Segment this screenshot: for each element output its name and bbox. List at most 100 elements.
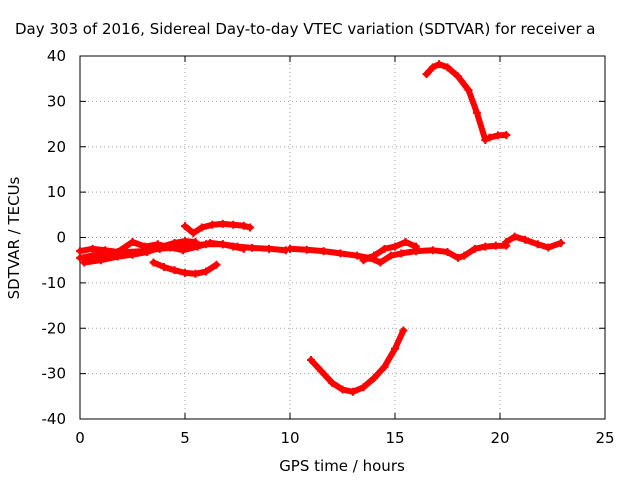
series-trace-d bbox=[149, 258, 221, 278]
data-point bbox=[302, 245, 311, 254]
data-point bbox=[206, 238, 215, 247]
data-point bbox=[191, 238, 200, 247]
data-point bbox=[218, 219, 227, 228]
data-point bbox=[391, 344, 399, 353]
data-point bbox=[502, 238, 511, 247]
data-point bbox=[76, 253, 84, 262]
data-point bbox=[359, 383, 368, 392]
data-point bbox=[189, 228, 198, 237]
y-tick-label: -30 bbox=[42, 365, 67, 383]
data-point bbox=[248, 243, 257, 252]
data-point bbox=[141, 242, 150, 251]
data-point bbox=[401, 238, 410, 247]
axis-ticks bbox=[79, 55, 606, 420]
data-series bbox=[76, 60, 565, 396]
data-point bbox=[359, 256, 368, 265]
data-point bbox=[391, 242, 399, 251]
y-tick-label: 10 bbox=[47, 183, 66, 201]
x-tick-label: 20 bbox=[490, 429, 509, 447]
y-tick-label: -40 bbox=[42, 410, 67, 428]
data-point bbox=[202, 267, 210, 276]
y-tick-label: 0 bbox=[56, 229, 66, 247]
data-point bbox=[319, 247, 328, 256]
data-point bbox=[397, 249, 406, 258]
data-point bbox=[197, 223, 206, 232]
grid-lines bbox=[80, 56, 605, 419]
series-trace-k bbox=[485, 130, 511, 142]
data-point bbox=[556, 238, 565, 247]
data-point bbox=[376, 258, 385, 267]
data-point bbox=[533, 240, 542, 249]
data-point bbox=[380, 362, 389, 371]
data-point bbox=[328, 378, 336, 387]
y-tick-label: -10 bbox=[42, 274, 67, 292]
data-point bbox=[157, 242, 166, 251]
data-point bbox=[399, 326, 408, 335]
y-axis-label: SDTVAR / TECUs bbox=[5, 176, 23, 299]
data-point bbox=[149, 258, 158, 267]
data-point bbox=[239, 244, 248, 253]
data-point bbox=[128, 238, 137, 247]
series-trace-h bbox=[502, 232, 565, 252]
data-point bbox=[435, 60, 444, 69]
data-point bbox=[428, 246, 437, 255]
data-point bbox=[317, 367, 326, 376]
data-point bbox=[218, 240, 227, 249]
data-point bbox=[191, 269, 200, 278]
x-tick-label: 10 bbox=[280, 429, 299, 447]
data-point bbox=[128, 250, 137, 259]
y-tick-label: 20 bbox=[47, 138, 66, 156]
data-point bbox=[229, 220, 238, 229]
data-point bbox=[208, 220, 217, 229]
data-point bbox=[412, 242, 420, 251]
data-point bbox=[181, 268, 189, 277]
data-point bbox=[493, 131, 502, 140]
data-point bbox=[88, 244, 97, 253]
x-tick-label: 15 bbox=[385, 429, 404, 447]
y-tick-label: 30 bbox=[47, 92, 66, 110]
data-point bbox=[370, 374, 378, 383]
data-point bbox=[170, 238, 179, 247]
data-point bbox=[454, 253, 462, 262]
data-point bbox=[422, 70, 431, 79]
data-point bbox=[307, 356, 315, 365]
data-point bbox=[160, 262, 168, 271]
data-point bbox=[178, 246, 187, 255]
data-point bbox=[443, 248, 452, 257]
data-point bbox=[353, 251, 362, 260]
x-tick-label: 25 bbox=[595, 429, 614, 447]
series-trace-i bbox=[307, 326, 408, 396]
x-tick-label: 0 bbox=[75, 429, 85, 447]
data-point bbox=[229, 242, 238, 251]
series-trace-c bbox=[80, 237, 200, 267]
data-point bbox=[544, 243, 553, 252]
data-point bbox=[428, 63, 437, 72]
data-point bbox=[502, 130, 511, 139]
series-trace-e bbox=[181, 219, 255, 237]
data-point bbox=[349, 387, 357, 396]
data-point bbox=[265, 244, 273, 253]
y-tick-labels: -40 -30 -20 -10 0 10 20 30 40 bbox=[42, 47, 67, 428]
data-point bbox=[336, 249, 345, 258]
data-point bbox=[113, 252, 122, 261]
y-tick-label: 40 bbox=[47, 47, 66, 65]
data-point bbox=[481, 242, 490, 251]
data-point bbox=[338, 385, 347, 394]
data-point bbox=[491, 241, 500, 250]
data-point bbox=[181, 222, 189, 231]
data-point bbox=[472, 108, 481, 117]
data-point bbox=[97, 256, 105, 265]
data-point bbox=[454, 72, 462, 81]
data-point bbox=[286, 244, 294, 253]
data-point bbox=[380, 244, 389, 253]
data-point bbox=[443, 63, 452, 72]
data-point bbox=[370, 251, 378, 260]
x-tick-label: 5 bbox=[180, 429, 190, 447]
data-point bbox=[170, 266, 179, 275]
data-point bbox=[464, 86, 473, 95]
data-point bbox=[76, 247, 84, 256]
data-point bbox=[485, 133, 494, 142]
data-point bbox=[510, 232, 519, 241]
x-axis-label: GPS time / hours bbox=[279, 457, 405, 475]
